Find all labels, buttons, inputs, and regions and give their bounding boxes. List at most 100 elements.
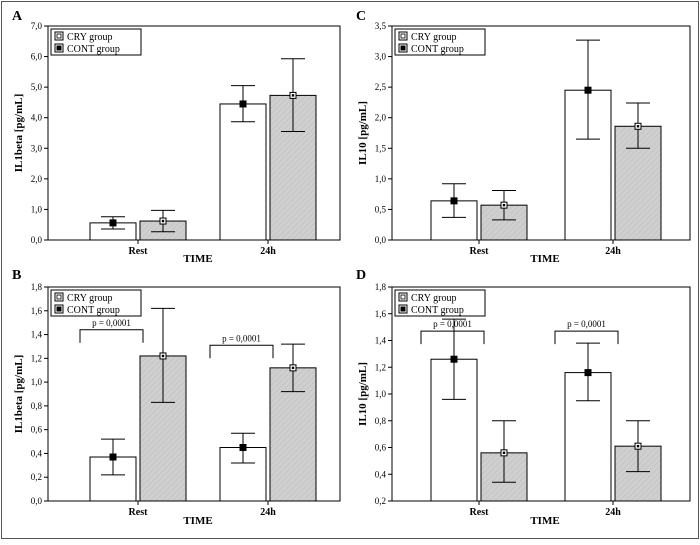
y-tick-label: 2,0 bbox=[375, 113, 387, 123]
chart-panel-c: C 0,0 0,5 1,0 1,5 2,0 2,5 3,0 3,5 IL10 [pg/mL] Res… bbox=[356, 9, 691, 265]
y-tick-label: 0,5 bbox=[375, 204, 387, 214]
y-tick-label: 1,0 bbox=[31, 204, 43, 214]
legend-swatch-inner bbox=[56, 33, 62, 39]
y-tick-label: 5,0 bbox=[31, 82, 43, 92]
chart-panel-d: D 0,2 0,4 0,6 0,8 1,0 1,2 1,4 1,6 1,8 IL10 [pg/mL]… bbox=[356, 268, 691, 527]
y-tick-label: 0,0 bbox=[375, 235, 387, 245]
mean-marker-dot bbox=[636, 125, 640, 128]
y-tick-label: 0,0 bbox=[31, 235, 43, 245]
x-tick-label: 24h bbox=[605, 507, 621, 518]
y-tick-label: 7,0 bbox=[31, 21, 43, 31]
bar-cry-group-24h bbox=[219, 103, 267, 241]
y-tick-label: 0,8 bbox=[31, 401, 43, 411]
chart-panel-b: B 0,0 0,2 0,4 0,6 0,8 1,0 1,2 1,4 1,6 1,8 IL1beta [… bbox=[12, 268, 341, 527]
plot-area bbox=[47, 286, 341, 502]
panel-label: A bbox=[12, 9, 23, 24]
x-tick-label: Rest bbox=[129, 246, 149, 257]
y-tick-label: 0,4 bbox=[31, 448, 43, 458]
panel-label: C bbox=[356, 9, 366, 24]
legend-box bbox=[394, 289, 486, 317]
y-tick-label: 1,2 bbox=[31, 353, 42, 363]
y-tick-label: 0,4 bbox=[375, 469, 387, 479]
y-tick-label: 1,4 bbox=[375, 336, 387, 346]
x-axis-label: TIME bbox=[183, 515, 212, 527]
y-tick-label: 6,0 bbox=[31, 52, 43, 62]
y-axis-label: IL1beta [pg/mL] bbox=[13, 94, 25, 173]
x-axis-label: TIME bbox=[183, 253, 212, 265]
y-axis-label: IL10 [pg/mL] bbox=[357, 101, 369, 165]
y-axis-label: IL1beta [pg/mL] bbox=[13, 355, 25, 434]
x-tick-label: Rest bbox=[470, 507, 490, 518]
mean-marker-dot bbox=[161, 354, 165, 358]
plot-area bbox=[391, 25, 691, 241]
y-tick-label: 1,0 bbox=[375, 174, 387, 184]
y-tick-label: 1,8 bbox=[31, 282, 43, 292]
mean-marker-dot bbox=[502, 451, 506, 455]
significance-bracket bbox=[79, 329, 144, 343]
legend-label: CONT group bbox=[67, 44, 120, 55]
legend-label: CRY group bbox=[411, 32, 456, 43]
panel-label: B bbox=[12, 268, 21, 283]
x-tick-label: 24h bbox=[605, 246, 621, 257]
y-tick-label: 1,8 bbox=[375, 282, 387, 292]
y-tick-label: 1,2 bbox=[375, 362, 386, 372]
y-tick-label: 0,2 bbox=[31, 472, 42, 482]
significance-bracket bbox=[554, 330, 619, 345]
p-value-label: p = 0,0001 bbox=[433, 319, 472, 329]
chart-panel-a: A 0,0 1,0 2,0 3,0 4,0 5,0 6,0 7,0 IL1beta [pg/mL]… bbox=[12, 9, 341, 265]
y-tick-label: 1,6 bbox=[375, 309, 387, 319]
y-tick-label: 0,6 bbox=[375, 443, 387, 453]
x-tick-label: Rest bbox=[129, 507, 149, 518]
mean-marker bbox=[239, 444, 247, 451]
mean-marker bbox=[239, 100, 247, 108]
y-tick-label: 0,0 bbox=[31, 496, 43, 506]
y-tick-label: 1,6 bbox=[31, 306, 43, 316]
y-tick-label: 3,0 bbox=[31, 143, 43, 153]
mean-marker-dot bbox=[291, 94, 295, 97]
mean-marker-dot bbox=[502, 203, 506, 207]
y-tick-label: 4,0 bbox=[31, 113, 43, 123]
mean-marker-dot bbox=[636, 444, 640, 448]
mean-marker bbox=[450, 197, 458, 205]
legend-label: CONT group bbox=[411, 305, 464, 316]
y-tick-label: 1,0 bbox=[375, 389, 387, 399]
y-tick-label: 0,8 bbox=[375, 416, 387, 426]
legend-label: CRY group bbox=[67, 293, 112, 304]
y-tick-label: 2,0 bbox=[31, 174, 43, 184]
legend-box bbox=[394, 28, 486, 56]
legend-swatch-inner bbox=[400, 33, 406, 39]
legend-swatch-inner bbox=[56, 45, 62, 51]
y-tick-label: 1,5 bbox=[375, 143, 387, 153]
legend-swatch-inner bbox=[400, 294, 406, 300]
legend-swatch-inner bbox=[400, 306, 406, 312]
mean-marker bbox=[109, 453, 117, 461]
x-tick-label: Rest bbox=[470, 246, 490, 257]
x-tick-label: 24h bbox=[260, 507, 276, 518]
y-tick-label: 2,5 bbox=[375, 82, 387, 92]
y-tick-label: 0,6 bbox=[31, 425, 43, 435]
y-axis-label: IL10 [pg/mL] bbox=[357, 362, 369, 426]
legend-swatch-inner bbox=[400, 45, 406, 51]
x-tick-label: 24h bbox=[260, 246, 276, 257]
plot-area bbox=[47, 25, 341, 241]
legend-label: CONT group bbox=[67, 305, 120, 316]
legend-swatch-inner bbox=[56, 294, 62, 300]
legend-label: CONT group bbox=[411, 44, 464, 55]
mean-marker bbox=[584, 369, 592, 377]
mean-marker bbox=[109, 219, 117, 227]
y-tick-label: 3,0 bbox=[375, 52, 387, 62]
mean-marker-dot bbox=[291, 366, 295, 370]
p-value-label: p = 0,0001 bbox=[92, 318, 131, 328]
mean-marker-dot bbox=[161, 219, 165, 223]
p-value-label: p = 0,0001 bbox=[567, 319, 606, 329]
y-tick-label: 1,4 bbox=[31, 330, 43, 340]
y-tick-label: 3,5 bbox=[375, 21, 387, 31]
significance-bracket bbox=[420, 330, 485, 345]
significance-bracket bbox=[209, 344, 274, 359]
x-axis-label: TIME bbox=[530, 253, 559, 265]
panel-label: D bbox=[356, 268, 366, 283]
legend-label: CRY group bbox=[67, 32, 112, 43]
